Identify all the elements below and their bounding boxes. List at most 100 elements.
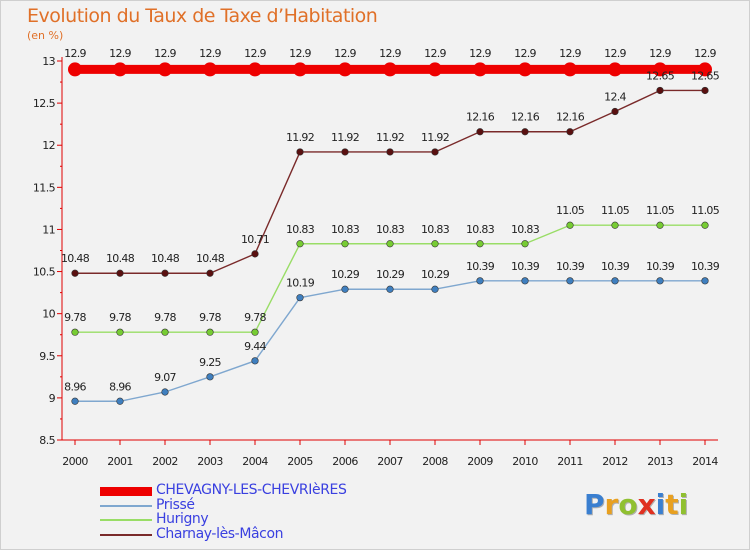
data-label: 11.05 xyxy=(646,204,675,217)
data-label: 11.92 xyxy=(286,131,314,144)
data-point xyxy=(161,328,169,336)
data-label: 11.92 xyxy=(331,131,359,144)
data-label: 12.9 xyxy=(694,47,716,60)
data-point xyxy=(611,277,619,285)
data-label: 12.9 xyxy=(469,47,491,60)
data-point xyxy=(158,62,172,77)
x-tick-label: 2009 xyxy=(467,455,493,468)
data-label: 10.48 xyxy=(151,252,180,265)
data-point xyxy=(161,269,169,277)
data-label: 12.4 xyxy=(604,91,626,104)
data-label: 12.9 xyxy=(154,47,176,60)
y-tick-label: 10 xyxy=(42,308,55,321)
x-tick-label: 2006 xyxy=(332,455,358,468)
data-point xyxy=(116,328,124,336)
data-label: 10.39 xyxy=(601,260,630,273)
data-point xyxy=(251,357,259,365)
data-point xyxy=(476,277,484,285)
data-label: 12.9 xyxy=(289,47,311,60)
data-point xyxy=(296,294,304,302)
x-tick-label: 2013 xyxy=(647,455,673,468)
x-tick-label: 2011 xyxy=(557,455,583,468)
data-label: 12.9 xyxy=(424,47,446,60)
data-point xyxy=(656,86,664,95)
data-label: 10.83 xyxy=(466,223,495,236)
data-point xyxy=(611,107,619,116)
legend-swatch xyxy=(100,519,152,521)
data-point xyxy=(608,62,622,77)
data-label: 9.44 xyxy=(244,340,266,353)
data-point xyxy=(161,388,169,396)
data-point xyxy=(338,62,352,77)
data-label: 9.78 xyxy=(199,311,221,324)
data-point xyxy=(518,62,532,77)
data-label: 12.9 xyxy=(514,47,536,60)
data-point xyxy=(71,328,79,336)
data-label: 10.29 xyxy=(376,268,405,281)
x-tick-label: 2007 xyxy=(377,455,403,468)
logo-letter: i xyxy=(655,488,666,521)
data-point xyxy=(473,62,487,77)
data-label: 10.83 xyxy=(421,223,450,236)
data-label: 10.71 xyxy=(241,233,269,246)
data-point xyxy=(116,397,124,405)
data-point xyxy=(248,62,262,77)
data-label: 12.9 xyxy=(199,47,221,60)
data-label: 10.39 xyxy=(511,260,540,273)
chart-title: Evolution du Taux de Taxe d’Habitation xyxy=(27,5,378,27)
legend-label: Prissé xyxy=(156,496,195,513)
data-label: 12.16 xyxy=(556,111,585,124)
data-label: 10.48 xyxy=(196,252,225,265)
x-tick-label: 2000 xyxy=(62,455,88,468)
data-point xyxy=(206,373,214,381)
data-label: 10.39 xyxy=(466,260,495,273)
x-tick-label: 2010 xyxy=(512,455,538,468)
y-tick-label: 11.5 xyxy=(33,181,56,194)
data-label: 9.78 xyxy=(244,311,266,324)
data-label: 12.16 xyxy=(511,111,540,124)
y-tick-label: 10.5 xyxy=(33,266,56,279)
data-point xyxy=(113,62,127,77)
data-label: 10.83 xyxy=(511,223,540,236)
legend-label: Charnay-lès-Mâcon xyxy=(156,525,284,542)
data-point xyxy=(71,269,79,277)
legend-swatch xyxy=(100,486,152,496)
y-tick-label: 12.5 xyxy=(33,97,56,110)
chart-subtitle: (en %) xyxy=(27,29,64,42)
data-point xyxy=(653,62,667,77)
data-label: 10.39 xyxy=(646,260,675,273)
y-tick-label: 11 xyxy=(42,223,55,236)
data-point xyxy=(521,240,529,248)
data-point xyxy=(476,240,484,248)
data-label: 11.05 xyxy=(691,204,720,217)
data-point xyxy=(206,328,214,336)
logo-letter: i xyxy=(678,488,689,521)
data-point xyxy=(296,148,304,156)
data-point xyxy=(341,148,349,156)
proxiti-logo: Proxiti xyxy=(584,488,688,521)
data-point xyxy=(656,277,664,285)
data-point xyxy=(71,397,79,405)
data-label: 10.39 xyxy=(691,260,720,273)
logo-letter: P xyxy=(584,488,605,521)
legend-swatch xyxy=(100,533,152,536)
data-label: 11.92 xyxy=(421,131,449,144)
data-point xyxy=(116,269,124,277)
data-point xyxy=(698,62,712,77)
data-point xyxy=(563,62,577,77)
data-point xyxy=(521,128,529,136)
data-label: 12.65 xyxy=(646,69,675,82)
data-point xyxy=(521,277,529,285)
data-point xyxy=(701,221,709,229)
data-point xyxy=(68,62,82,77)
data-label: 12.9 xyxy=(109,47,131,60)
data-point xyxy=(341,240,349,248)
data-point xyxy=(341,285,349,293)
data-point xyxy=(251,328,259,336)
data-label: 12.9 xyxy=(244,47,266,60)
data-label: 10.83 xyxy=(286,223,315,236)
data-point xyxy=(701,277,709,285)
data-label: 10.39 xyxy=(556,260,585,273)
x-tick-label: 2012 xyxy=(602,455,628,468)
